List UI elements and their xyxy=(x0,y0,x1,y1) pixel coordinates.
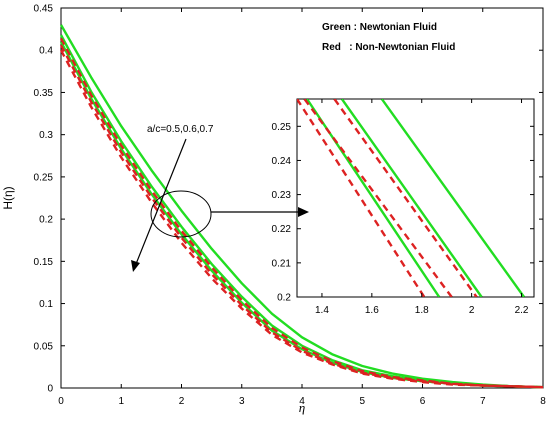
y-tick-label: 0.1 xyxy=(39,299,53,310)
inset-x-tick-label: 2.2 xyxy=(515,305,529,316)
inset-green-line-0 xyxy=(380,99,525,297)
x-tick-label: 8 xyxy=(540,396,546,407)
y-tick-label: 0.45 xyxy=(34,4,54,15)
x-tick-label: 5 xyxy=(359,396,365,407)
y-tick-label: 0.3 xyxy=(39,130,53,141)
inset-y-tick-label: 0.23 xyxy=(272,190,292,201)
y-tick-label: 0 xyxy=(47,384,53,395)
trend-arrow-line xyxy=(135,138,187,265)
annotation-overlay: a/c=0.5,0.6,0.7 Green : Newtonian Fluid … xyxy=(131,22,455,272)
inset-green-line-1 xyxy=(340,99,483,297)
x-tick-label: 2 xyxy=(179,396,185,407)
x-tick-label: 6 xyxy=(420,396,426,407)
y-tick-label: 0.4 xyxy=(39,46,53,57)
inset-y-tick-label: 0.22 xyxy=(272,224,292,235)
inset-y-tick-label: 0.25 xyxy=(272,122,292,133)
inset-red-line-3 xyxy=(333,99,478,297)
inset-x-tick-label: 2 xyxy=(469,305,475,316)
y-tick-label: 0.15 xyxy=(34,257,54,268)
y-tick-label: 0.25 xyxy=(34,172,54,183)
y-tick-label: 0.2 xyxy=(39,215,53,226)
x-axis-title: η xyxy=(299,400,305,415)
trend-arrow-head xyxy=(131,260,140,272)
inset-plot: 1.4 1.6 1.8 2 2.2 0.2 0.21 0.22 0.23 0.24 0.25 xyxy=(272,98,535,316)
x-tick-label: 3 xyxy=(239,396,245,407)
y-axis-title: H(η) xyxy=(1,186,15,209)
inset-x-tick-label: 1.6 xyxy=(365,305,379,316)
red-series-line-4 xyxy=(59,44,544,389)
x-tick-label: 7 xyxy=(480,396,486,407)
zoom-arrow-head xyxy=(298,207,309,217)
y-tick-label: 0.05 xyxy=(34,341,54,352)
annotation-label: a/c=0.5,0.6,0.7 xyxy=(147,124,214,135)
inset-lines xyxy=(297,99,525,297)
main-plot: 0 1 2 3 4 5 6 7 8 0 0.05 0.1 0.15 0.2 0.25 0.3 0.35 0.4 0.… xyxy=(1,4,546,416)
inset-frame xyxy=(296,98,535,298)
highlight-ellipse xyxy=(150,190,212,238)
red-series-line-5 xyxy=(59,49,544,389)
y-tick-label: 0.35 xyxy=(34,88,54,99)
inset-x-tick-label: 1.8 xyxy=(415,305,429,316)
inset-x-tick-label: 1.4 xyxy=(315,305,329,316)
x-tick-label: 0 xyxy=(58,396,64,407)
x-tick-label: 1 xyxy=(118,396,124,407)
inset-y-tick-label: 0.24 xyxy=(272,156,292,167)
inset-y-tick-label: 0.21 xyxy=(272,258,292,269)
x-tick-label: 4 xyxy=(299,396,305,407)
inset-y-tick-label: 0.2 xyxy=(277,293,291,304)
red-series-line-3 xyxy=(59,37,544,389)
legend-entry-red: Red : Non-Newtonian Fluid xyxy=(322,42,455,53)
inset-red-line-5 xyxy=(297,99,426,297)
inset-red-line-4 xyxy=(303,99,453,297)
legend-entry-green: Green : Newtonian Fluid xyxy=(322,22,437,33)
